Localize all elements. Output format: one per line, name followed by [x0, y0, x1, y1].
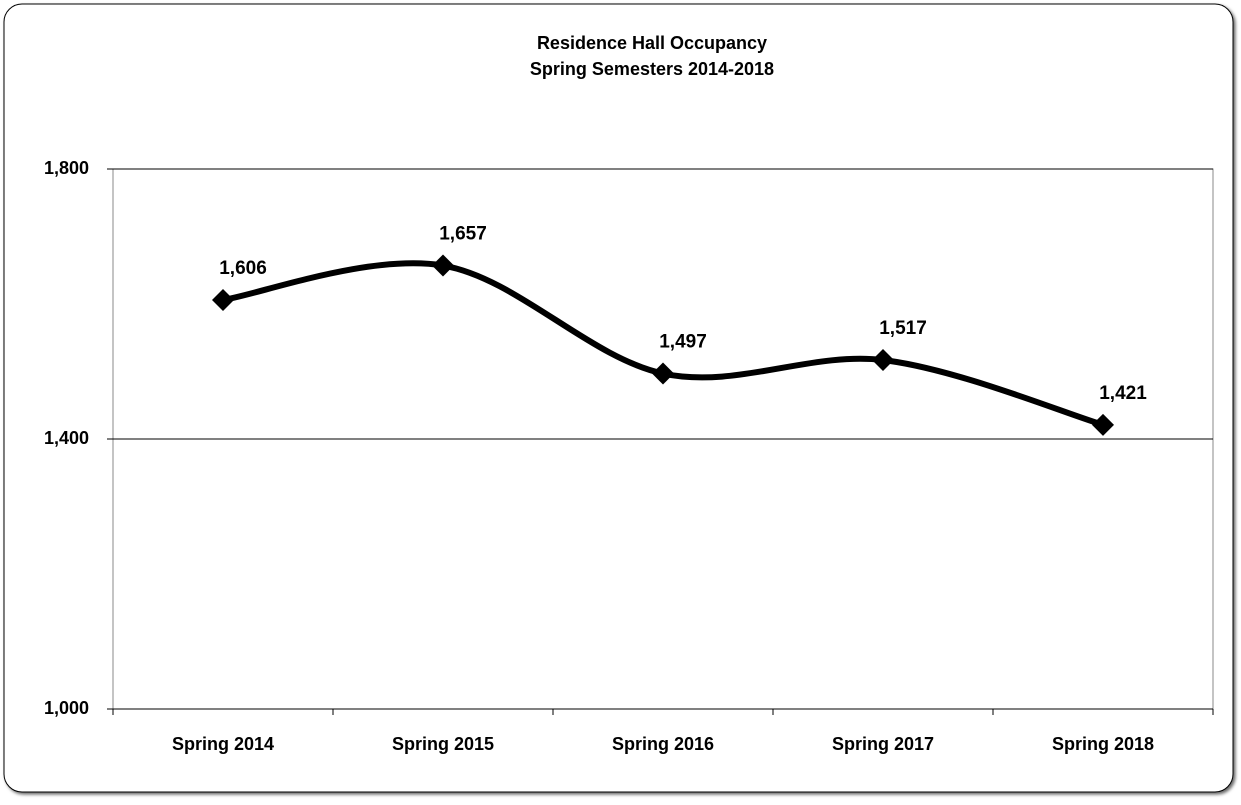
marker	[1092, 413, 1114, 436]
x-tick-label: Spring 2017	[832, 734, 934, 754]
x-tick-label: Spring 2018	[1052, 734, 1154, 754]
marker	[212, 288, 234, 311]
y-tick-label: 1,400	[44, 428, 89, 448]
y-tick-label: 1,000	[44, 698, 89, 718]
chart-title: Residence Hall Occupancy	[537, 33, 767, 53]
chart-frame	[3, 3, 1234, 793]
data-label: 1,657	[439, 224, 487, 245]
marker	[652, 362, 674, 385]
data-label: 1,606	[219, 258, 267, 279]
y-tick-label: 1,800	[44, 158, 89, 178]
data-label: 1,421	[1099, 383, 1147, 404]
x-tick-label: Spring 2014	[172, 734, 274, 754]
x-tick-label: Spring 2016	[612, 734, 714, 754]
x-tick-label: Spring 2015	[392, 734, 494, 754]
marker	[432, 254, 454, 277]
chart-subtitle: Spring Semesters 2014-2018	[530, 59, 774, 79]
marker	[872, 349, 894, 372]
data-label: 1,497	[659, 332, 707, 353]
data-label: 1,517	[879, 318, 927, 339]
